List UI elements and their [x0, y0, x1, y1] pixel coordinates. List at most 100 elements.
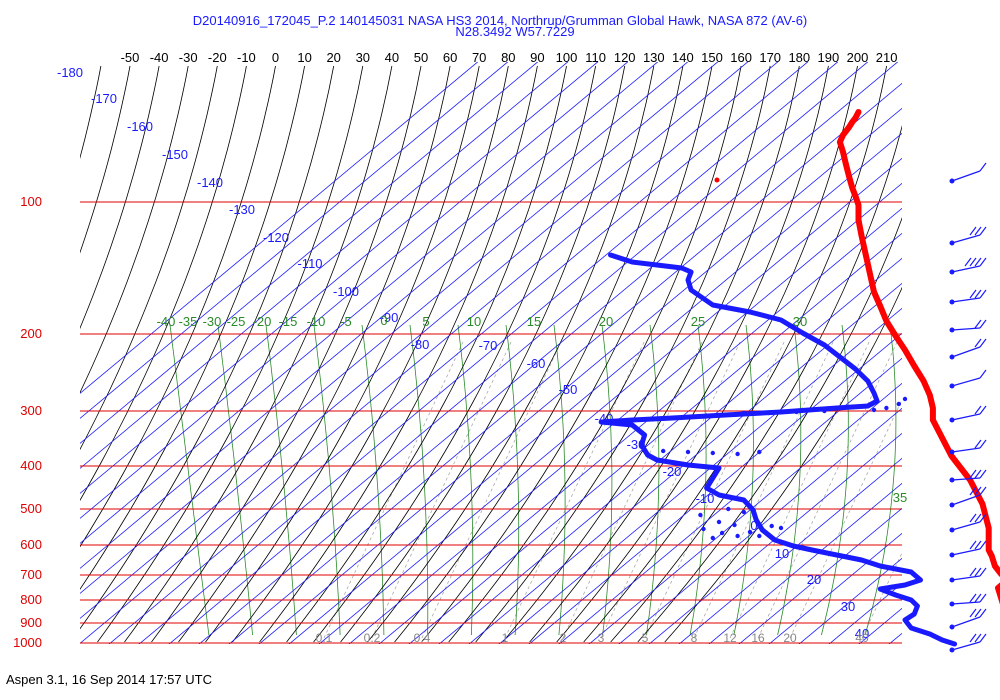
wind-barb-feather	[974, 540, 982, 550]
wind-barbs	[949, 162, 987, 653]
wind-barb-feather	[979, 540, 987, 550]
dewpoint-point	[822, 408, 827, 414]
pressure-tick-label: 600	[20, 537, 42, 552]
temperature-tick-label: 60	[443, 50, 457, 65]
temperature-tick-label: 100	[556, 50, 578, 65]
saturated-adiabat-line	[265, 324, 297, 636]
theta-label: -180	[57, 65, 83, 80]
dewpoint-point	[735, 533, 740, 539]
dewpoint-point	[698, 512, 703, 518]
wind-barb-station	[949, 577, 955, 583]
pressure-tick-label: 800	[20, 592, 42, 607]
theta-label: -170	[91, 91, 117, 106]
saturated-adiabat-line	[689, 324, 707, 636]
dry-adiabat-line	[198, 62, 899, 644]
temperature-tick-label: 70	[472, 50, 486, 65]
temperature-tick-label: 30	[356, 50, 370, 65]
temperature-tick-label: 20	[326, 50, 340, 65]
saturated-adiabat-label: -25	[227, 314, 246, 329]
dewpoint-point	[794, 409, 799, 415]
dry-adiabat-line	[708, 482, 902, 644]
dry-adiabat-line	[930, 60, 1000, 660]
pressure-tick-label: 200	[20, 326, 42, 341]
wind-barb-station	[949, 269, 955, 275]
isotherm-line	[0, 66, 43, 642]
dry-adiabat-line	[80, 62, 749, 619]
theta-label: -100	[333, 284, 359, 299]
wind-barb-feather	[974, 289, 982, 299]
wind-barb-feather	[974, 257, 982, 267]
isotherm-line	[529, 65, 829, 643]
isotherm-line	[80, 65, 218, 451]
wind-barb-feather	[974, 486, 982, 496]
isobar-lines	[80, 201, 902, 644]
temperature-tick-label: 210	[876, 50, 898, 65]
wind-barb-staff	[951, 234, 981, 244]
wind-barb-staff	[951, 477, 981, 481]
dry-adiabat-line	[80, 62, 569, 469]
theta-label: -50	[559, 382, 578, 397]
wind-barb-feather	[974, 567, 982, 577]
wind-barb-staff	[951, 297, 981, 303]
saturated-adiabat-line	[601, 324, 613, 636]
temperature-tick-label: 40	[385, 50, 399, 65]
wind-barb-feather	[979, 319, 987, 329]
mixing-ratio-label: 0.1	[316, 631, 333, 645]
dry-adiabat-line	[738, 507, 902, 644]
temperature-tick-label: 170	[759, 50, 781, 65]
dry-adiabat-line	[348, 182, 902, 644]
temperature-tick-label: -10	[237, 50, 256, 65]
wind-barb-feather	[979, 567, 987, 577]
saturated-adiabats	[169, 324, 897, 636]
dry-adiabat-line	[288, 132, 902, 644]
wind-barb-station	[949, 647, 955, 653]
footer-text: Aspen 3.1, 16 Sep 2014 17:57 UTC	[6, 672, 212, 687]
theta-label: -10	[696, 491, 715, 506]
dry-adiabats	[80, 60, 1000, 660]
wind-barb-staff	[951, 377, 981, 387]
mixing-ratio-line	[693, 339, 835, 639]
wind-barb-feather	[969, 226, 977, 236]
dewpoint-point	[716, 519, 722, 525]
theta-label: 10	[775, 546, 789, 561]
temperature-tick-label: 190	[818, 50, 840, 65]
dry-adiabat-line	[438, 257, 902, 644]
dewpoint-point	[828, 406, 833, 412]
wind-barb-staff	[951, 641, 981, 651]
wind-barb	[949, 289, 987, 305]
temperature-tick-label: 200	[847, 50, 869, 65]
theta-label: -120	[263, 230, 289, 245]
dry-adiabat-line	[378, 207, 902, 644]
mixing-ratio-lines	[323, 339, 902, 639]
wind-barb-feather	[979, 369, 987, 379]
dewpoint-point	[757, 449, 762, 455]
wind-barb-station	[949, 383, 955, 389]
saturated-adiabat-line	[733, 324, 754, 636]
saturated-adiabat-label: 5	[422, 314, 429, 329]
chart-subtitle: N28.3492 W57.7229	[455, 24, 575, 39]
wind-barb-station	[949, 477, 955, 483]
mixing-ratio-label: 5	[642, 631, 649, 645]
mixing-ratio-label: 3	[598, 631, 605, 645]
theta-label: 0	[750, 518, 757, 533]
saturated-adiabat-line	[864, 324, 897, 636]
isotherm-line	[80, 65, 102, 160]
saturated-adiabat-label: 35	[893, 490, 907, 505]
wind-barb-feather	[969, 540, 977, 550]
wind-barb-station	[949, 624, 955, 630]
dry-adiabat-line	[468, 282, 902, 644]
wind-barb-feather	[974, 469, 982, 479]
theta-label: -70	[479, 338, 498, 353]
dewpoint-point	[735, 451, 740, 457]
mixing-ratio-line	[371, 339, 513, 639]
wind-barb-staff	[951, 575, 981, 581]
isotherm-line	[286, 65, 567, 643]
mixing-ratio-label: 40	[855, 631, 869, 645]
isotherm-line	[421, 65, 713, 643]
pressure-tick-label: 100	[20, 194, 42, 209]
mixing-ratio-line	[729, 339, 871, 639]
temperature-tick-label: 150	[701, 50, 723, 65]
wind-barb-staff	[951, 346, 981, 358]
temperature-tick-label: 50	[414, 50, 428, 65]
